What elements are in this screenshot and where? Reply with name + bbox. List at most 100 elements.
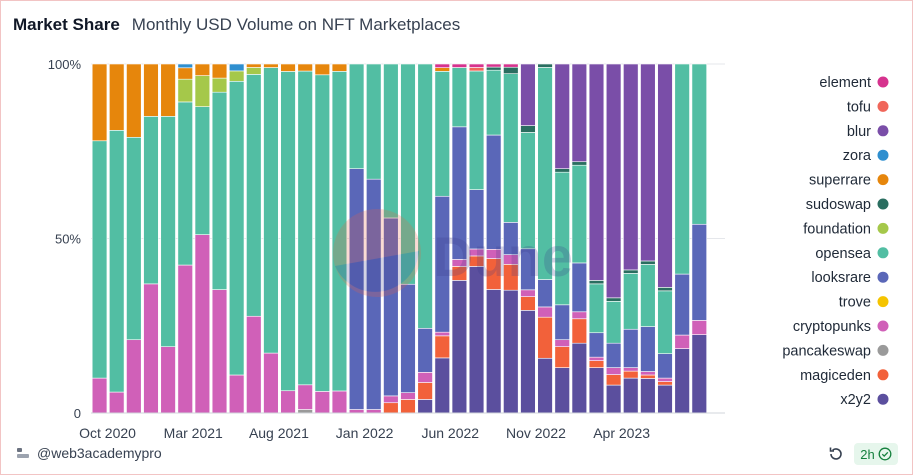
bar-cryptopunks bbox=[143, 283, 159, 414]
bar-superrare bbox=[211, 63, 228, 79]
bar-cryptopunks bbox=[263, 352, 279, 414]
bar-cryptopunks bbox=[640, 371, 656, 376]
bar-blur bbox=[588, 63, 605, 281]
bar-x2y2 bbox=[417, 399, 433, 414]
bar-opensea bbox=[366, 63, 382, 180]
bar-magiceden bbox=[571, 318, 588, 344]
legend-label: zora bbox=[843, 148, 872, 164]
bar-x2y2 bbox=[691, 334, 707, 414]
bar-element bbox=[503, 63, 519, 68]
bar-superrare bbox=[246, 63, 262, 68]
bar-zora bbox=[228, 63, 245, 72]
refresh-age: 2h bbox=[860, 446, 875, 462]
bar-sudoswap bbox=[605, 297, 622, 302]
bar-blur bbox=[571, 63, 588, 163]
author-link[interactable]: @web3academypro bbox=[15, 445, 162, 461]
bar-opensea bbox=[623, 273, 639, 330]
bar-x2y2 bbox=[571, 342, 588, 414]
bar-cryptopunks bbox=[417, 372, 433, 383]
stacked-bar-chart: 0 50% 100% Dune Oct 2020 Mar 2021 Aug 2021 Jan … bbox=[48, 57, 889, 441]
bar-magiceden bbox=[605, 374, 622, 386]
bar-opensea bbox=[126, 136, 142, 341]
x-tick-label: Jun 2022 bbox=[421, 425, 479, 441]
bar-looksrare bbox=[674, 273, 690, 336]
bar-opensea bbox=[211, 91, 228, 290]
bar-cryptopunks bbox=[537, 306, 553, 318]
legend-label: pancakeswap bbox=[782, 343, 871, 359]
bar-cryptopunks bbox=[674, 334, 690, 349]
refresh-icon[interactable] bbox=[827, 445, 845, 463]
bar-magiceden bbox=[537, 316, 553, 359]
bar-magiceden bbox=[657, 381, 673, 386]
bar-magiceden bbox=[640, 374, 656, 379]
bar-x2y2 bbox=[520, 310, 536, 414]
bar-opensea bbox=[691, 63, 707, 225]
bar-cryptopunks bbox=[605, 367, 622, 375]
bar-magiceden bbox=[623, 370, 639, 379]
legend-swatch bbox=[877, 393, 889, 405]
bar-looksrare bbox=[691, 223, 707, 321]
bar-opensea bbox=[468, 70, 485, 190]
bar-looksrare bbox=[657, 353, 673, 379]
bar-x2y2 bbox=[674, 348, 690, 414]
bar-x2y2 bbox=[503, 289, 519, 414]
bar-element bbox=[451, 63, 468, 68]
x-tick-label: Oct 2020 bbox=[79, 425, 136, 441]
bar-cryptopunks bbox=[657, 377, 673, 382]
bar-cryptopunks bbox=[623, 367, 639, 372]
bar-opensea bbox=[674, 63, 690, 275]
bar-cryptopunks bbox=[434, 331, 450, 337]
bar-opensea bbox=[177, 101, 193, 266]
legend-swatch bbox=[877, 320, 889, 332]
refresh-age-badge[interactable]: 2h bbox=[854, 443, 898, 465]
bar-sudoswap bbox=[640, 260, 656, 265]
bar-cryptopunks bbox=[314, 391, 330, 414]
legend-label: blur bbox=[847, 124, 871, 140]
bar-superrare bbox=[434, 67, 450, 72]
bar-looksrare bbox=[554, 304, 570, 341]
legend-swatch bbox=[877, 100, 889, 112]
bar-foundation bbox=[211, 77, 228, 93]
chart-title: Market Share bbox=[13, 15, 120, 34]
bar-superrare bbox=[314, 63, 330, 76]
bar-sudoswap bbox=[520, 125, 536, 133]
y-tick-label: 0 bbox=[74, 406, 81, 421]
bar-element bbox=[486, 63, 502, 68]
bar-opensea bbox=[417, 63, 433, 329]
bar-foundation bbox=[228, 70, 245, 82]
x-tick-label: Aug 2021 bbox=[249, 425, 309, 441]
bar-sudoswap bbox=[657, 287, 673, 292]
bar-opensea bbox=[91, 140, 108, 379]
bar-cryptopunks bbox=[297, 384, 313, 410]
bar-cryptopunks bbox=[383, 395, 399, 404]
bar-opensea bbox=[434, 71, 450, 197]
bar-opensea bbox=[314, 74, 330, 392]
bar-cryptopunks bbox=[691, 320, 707, 335]
bar-opensea bbox=[143, 116, 159, 285]
bar-tofu bbox=[468, 67, 485, 72]
bar-looksrare bbox=[640, 326, 656, 372]
bar-cryptopunks bbox=[348, 409, 365, 414]
legend-label: element bbox=[819, 75, 871, 91]
bar-opensea bbox=[280, 71, 296, 392]
bar-blur bbox=[640, 63, 656, 262]
x-tick-label: Mar 2021 bbox=[164, 425, 223, 441]
legend-label: looksrare bbox=[811, 270, 871, 286]
bar-foundation bbox=[177, 78, 193, 103]
bar-looksrare bbox=[400, 283, 416, 393]
legend-label: foundation bbox=[803, 221, 871, 237]
bar-superrare bbox=[91, 63, 108, 142]
bar-superrare bbox=[280, 63, 296, 72]
legend-label: cryptopunks bbox=[793, 319, 871, 335]
bar-x2y2 bbox=[434, 357, 450, 414]
legend-label: superrare bbox=[809, 173, 871, 189]
bar-opensea bbox=[571, 164, 588, 264]
bar-opensea bbox=[451, 67, 468, 128]
bar-opensea bbox=[588, 283, 605, 334]
bar-blur bbox=[605, 63, 622, 299]
bar-cryptopunks bbox=[554, 339, 570, 347]
legend-swatch bbox=[877, 76, 889, 88]
bar-cryptopunks bbox=[331, 390, 348, 414]
bar-opensea bbox=[400, 63, 416, 285]
bar-cryptopunks bbox=[520, 289, 536, 297]
